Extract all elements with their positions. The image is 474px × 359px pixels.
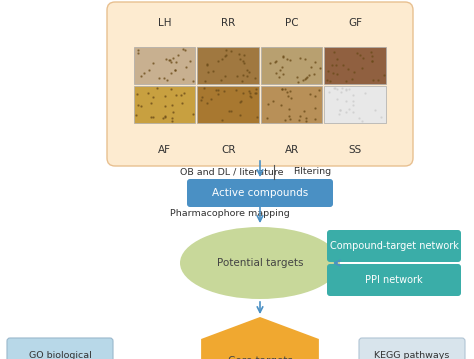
FancyBboxPatch shape xyxy=(198,86,259,123)
Text: SS: SS xyxy=(348,145,362,155)
FancyBboxPatch shape xyxy=(261,86,322,123)
Text: AF: AF xyxy=(158,145,171,155)
Text: Compound-target network: Compound-target network xyxy=(329,241,458,251)
FancyBboxPatch shape xyxy=(107,2,413,166)
Text: KEGG pathways
enrichment: KEGG pathways enrichment xyxy=(374,351,450,359)
Ellipse shape xyxy=(180,227,340,299)
FancyBboxPatch shape xyxy=(134,86,195,123)
FancyBboxPatch shape xyxy=(7,338,113,359)
Text: Active compounds: Active compounds xyxy=(212,188,308,198)
Text: RR: RR xyxy=(221,18,236,28)
Text: GO biological
process analysis: GO biological process analysis xyxy=(21,351,99,359)
FancyBboxPatch shape xyxy=(134,47,195,84)
Text: Core targets: Core targets xyxy=(228,356,292,359)
Text: LH: LH xyxy=(158,18,172,28)
FancyBboxPatch shape xyxy=(327,230,461,262)
FancyBboxPatch shape xyxy=(325,47,386,84)
Text: Potential targets: Potential targets xyxy=(217,258,303,268)
FancyBboxPatch shape xyxy=(198,47,259,84)
Text: Pharmacophore mapping: Pharmacophore mapping xyxy=(170,210,290,219)
FancyBboxPatch shape xyxy=(325,86,386,123)
Text: GF: GF xyxy=(348,18,362,28)
Polygon shape xyxy=(201,317,319,359)
Text: CR: CR xyxy=(221,145,236,155)
FancyBboxPatch shape xyxy=(261,47,322,84)
Text: OB and DL / literature: OB and DL / literature xyxy=(180,168,284,177)
FancyBboxPatch shape xyxy=(359,338,465,359)
Text: PPI network: PPI network xyxy=(365,275,423,285)
Text: AR: AR xyxy=(284,145,299,155)
Text: Filtering: Filtering xyxy=(293,168,331,177)
FancyBboxPatch shape xyxy=(187,179,333,207)
FancyBboxPatch shape xyxy=(327,264,461,296)
Text: PC: PC xyxy=(285,18,299,28)
